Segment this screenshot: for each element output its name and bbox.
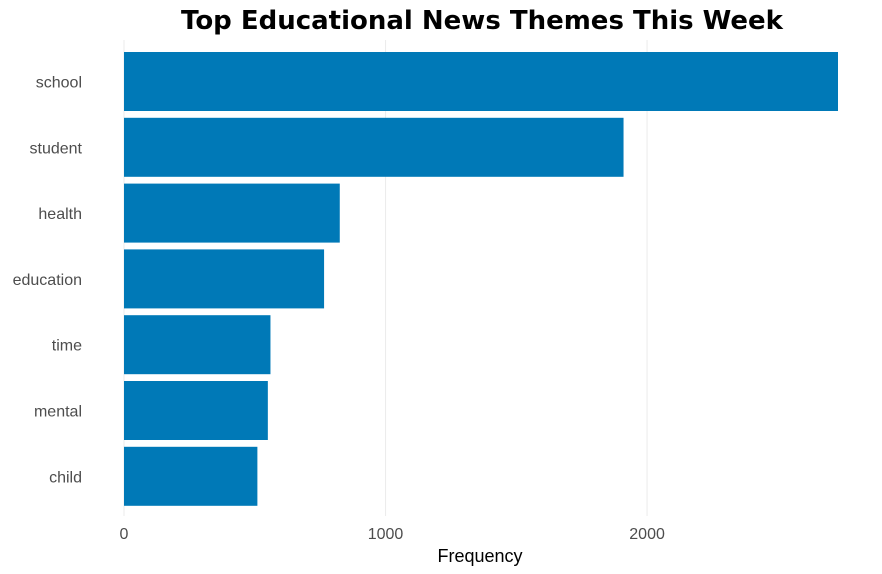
category-label-education: education	[13, 272, 82, 289]
bar-child	[124, 446, 258, 506]
x-tick-label: 2000	[629, 526, 665, 543]
category-label-mental: mental	[34, 404, 82, 421]
x-axis-title: Frequency	[437, 546, 522, 566]
bar-mental	[124, 381, 268, 440]
category-label-school: school	[36, 75, 82, 92]
bar-health	[124, 183, 340, 243]
bar-education	[124, 249, 325, 309]
x-tick-labels: 0 1000 2000	[120, 526, 665, 543]
category-labels: school student health education time mental ch…	[13, 75, 83, 487]
x-tick-label: 1000	[368, 526, 404, 543]
category-label-health: health	[38, 206, 82, 223]
category-label-child: child	[49, 469, 82, 486]
bar-student	[124, 117, 624, 177]
x-tick-label: 0	[120, 526, 129, 543]
category-label-time: time	[52, 338, 82, 355]
chart-title: Top Educational News Themes This Week	[181, 6, 784, 36]
bar-time	[124, 315, 271, 375]
bars	[124, 52, 838, 506]
category-label-student: student	[30, 140, 83, 157]
bar-school	[124, 52, 838, 111]
